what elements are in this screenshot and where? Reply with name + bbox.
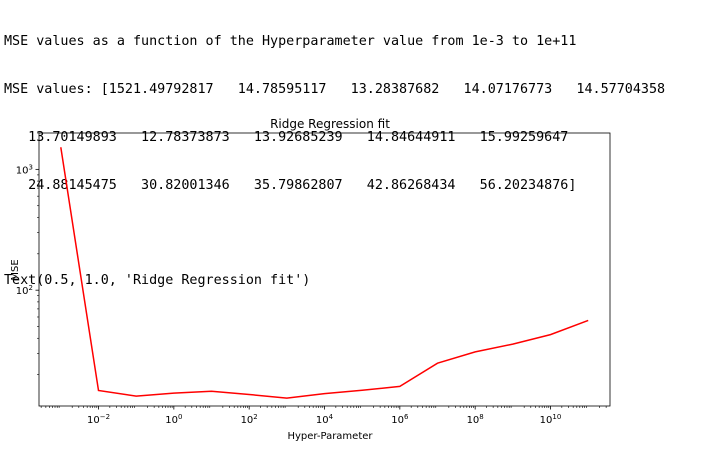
- x-tick-label: 100: [165, 413, 182, 426]
- plot-frame: [38, 132, 611, 407]
- output-line-4: 24.88145475 30.82001346 35.79862807 42.8…: [4, 178, 577, 193]
- y-tick-label: 103: [16, 163, 33, 176]
- x-tick-label: 108: [467, 413, 484, 426]
- y-axis-label: MSE: [10, 259, 21, 280]
- y-tick-label: 102: [16, 284, 33, 297]
- output-line-1: MSE values as a function of the Hyperpar…: [4, 34, 577, 49]
- x-tick-label: 106: [391, 413, 409, 426]
- cell-output: MSE values as a function of the Hyperpar…: [4, 2, 665, 305]
- output-line-2: MSE values: [1521.49792817 14.78595117 1…: [4, 82, 666, 97]
- ridge-chart: Ridge Regression fit 10−2 100 102 104 106 108…: [10, 117, 611, 442]
- series-line-mse: [60, 147, 589, 399]
- x-tick-label: 10−2: [87, 413, 110, 426]
- x-tick-label: 1010: [540, 413, 562, 426]
- x-axis-label: Hyper-Parameter: [287, 431, 373, 442]
- output-line-5: Text(0.5, 1.0, 'Ridge Regression fit'): [4, 273, 311, 288]
- x-tick-label: 102: [241, 413, 258, 426]
- output-line-3: 13.70149893 12.78373873 13.92685239 14.8…: [4, 130, 569, 145]
- chart-title: Ridge Regression fit: [270, 117, 390, 131]
- x-tick-label: 104: [316, 413, 334, 426]
